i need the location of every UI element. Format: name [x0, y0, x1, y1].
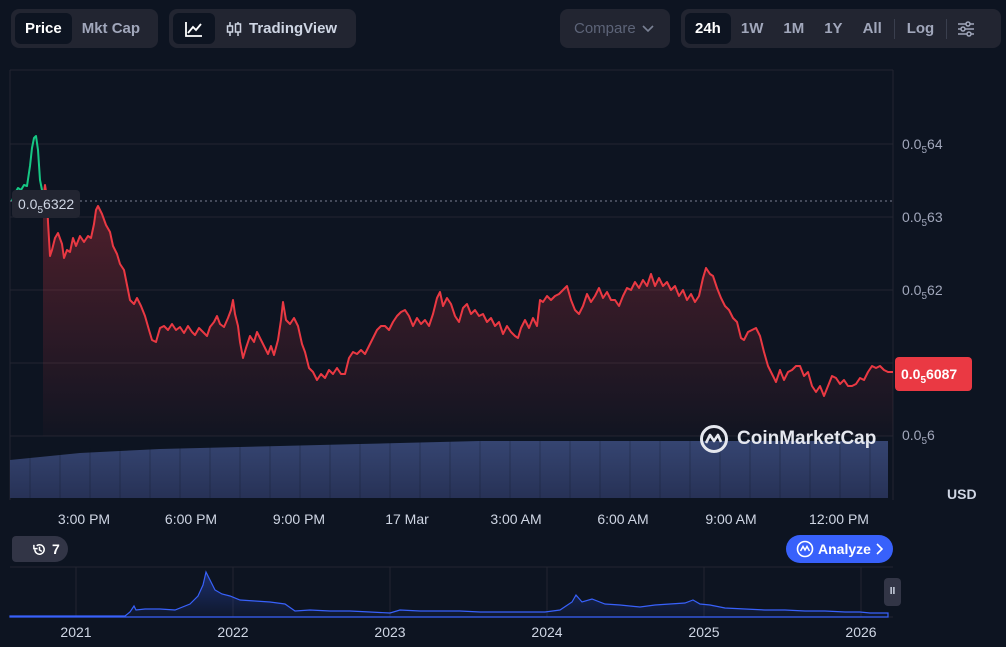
x-tick-label: 6:00 AM — [597, 511, 649, 527]
year-label: 2022 — [217, 624, 249, 640]
log-scale-button[interactable]: Log — [906, 20, 935, 37]
history-badge[interactable]: 7 — [12, 536, 68, 562]
year-label: 2024 — [531, 624, 563, 640]
year-label: 2025 — [688, 624, 720, 640]
current-price-tag: 0.056087 — [895, 357, 972, 391]
price-line-up — [11, 135, 44, 202]
navigator-area — [9, 570, 889, 618]
volume-bar-gaps — [29, 441, 871, 498]
analyze-button[interactable]: Analyze — [786, 535, 893, 563]
line-chart-icon — [185, 21, 202, 37]
navigator-handle[interactable]: II — [884, 578, 901, 606]
x-tick-label: 9:00 PM — [272, 511, 326, 527]
history-icon — [33, 543, 45, 555]
compare-label: Compare — [564, 13, 664, 44]
range-all[interactable]: All — [862, 20, 882, 37]
mkt-cap-tab[interactable]: Mkt Cap — [81, 20, 141, 37]
divider — [893, 18, 895, 39]
watermark: CoinMarketCap — [699, 424, 876, 454]
range-1y[interactable]: 1Y — [824, 20, 843, 37]
price-tab[interactable]: Price — [15, 13, 72, 44]
tradingview-button[interactable]: TradingView — [215, 13, 347, 44]
x-tick-label: 12:00 PM — [809, 511, 869, 527]
currency-label: USD — [947, 486, 977, 502]
tradingview-label: TradingView — [249, 20, 338, 37]
candlestick-icon — [226, 21, 242, 36]
compare-dropdown[interactable]: Compare — [560, 9, 670, 48]
line-chart-button[interactable] — [173, 13, 215, 44]
navigator-year-gridlines — [75, 567, 862, 617]
year-label: 2026 — [845, 624, 877, 640]
x-tick-label: 3:00 AM — [490, 511, 542, 527]
price-line-down — [42, 184, 893, 397]
chevron-down-icon — [642, 24, 654, 32]
chevron-right-icon — [876, 543, 883, 555]
year-label: 2023 — [374, 624, 406, 640]
volume-bars — [10, 441, 888, 498]
range-1w[interactable]: 1W — [740, 20, 764, 37]
y-tick-label: 0.056 — [902, 427, 935, 447]
range-1m[interactable]: 1M — [783, 20, 805, 37]
year-label: 2021 — [60, 624, 92, 640]
x-tick-label: 17 Mar — [385, 511, 429, 527]
coinmarketcap-logo-icon — [700, 425, 728, 453]
chart-type-toggle: TradingView — [169, 9, 356, 48]
sliders-icon — [958, 20, 975, 37]
y-tick-label: 0.0562 — [902, 282, 943, 302]
range-selector: 24h 1W 1M 1Y All Log — [681, 9, 1001, 48]
price-area-fill — [43, 185, 893, 436]
settings-button[interactable] — [949, 13, 983, 44]
range-24h[interactable]: 24h — [685, 13, 731, 44]
view-toggle: Price Mkt Cap — [11, 9, 158, 48]
x-tick-label: 3:00 PM — [57, 511, 111, 527]
open-price-tag: 0.056322 — [12, 190, 81, 218]
y-tick-label: 0.0563 — [902, 209, 943, 229]
y-tick-label: 0.0564 — [902, 136, 943, 156]
ai-analyze-icon — [796, 540, 814, 558]
x-tick-label: 6:00 PM — [164, 511, 218, 527]
x-tick-label: 9:00 AM — [705, 511, 757, 527]
divider — [946, 18, 948, 39]
